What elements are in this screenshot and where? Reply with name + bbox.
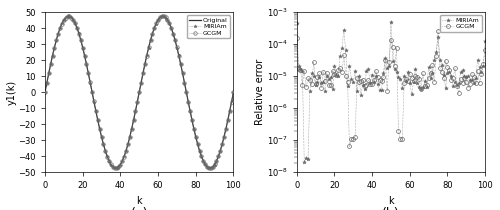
MIRIAm (388, 21, 394, 23)
Y-axis label: y1(k): y1(k) (7, 80, 17, 105)
MIRIAm (410, 80, 416, 83)
GCGM (482, 48, 488, 51)
MIRIAm (309, 72, 315, 74)
MIRIAm (208, 167, 214, 170)
MIRIAm (342, 49, 348, 52)
MIRIAm (55, 32, 61, 35)
Line: Original: Original (45, 16, 234, 168)
Text: (b): (b) (382, 207, 400, 210)
Original (187, 110, 193, 112)
GCGM (307, 78, 313, 81)
GCGM (408, 77, 414, 79)
Original (91, 100, 97, 103)
Original (132, 110, 138, 112)
MIRIAm (439, 63, 445, 66)
MIRIAm (430, 71, 436, 74)
Legend: Original, MIRIAm, GCGM: Original, MIRIAm, GCGM (187, 15, 230, 38)
MIRIAm (482, 40, 488, 42)
Original (178, 63, 184, 66)
GCGM (130, 119, 136, 121)
MIRIAm (89, 91, 95, 93)
Line: MIRIAm: MIRIAm (44, 14, 235, 170)
GCGM (55, 32, 61, 35)
Original (42, 91, 48, 93)
MIRIAm (160, 15, 166, 17)
GCGM (42, 91, 48, 93)
Y-axis label: Relative error: Relative error (255, 59, 265, 125)
Original (112, 167, 117, 169)
GCGM (346, 145, 352, 148)
GCGM (428, 72, 434, 74)
Original (64, 15, 70, 18)
GCGM (176, 54, 182, 57)
Line: GCGM: GCGM (44, 14, 235, 170)
Text: (a): (a) (130, 207, 148, 210)
GCGM (382, 59, 388, 62)
MIRIAm (294, 22, 300, 25)
GCGM (91, 100, 97, 103)
MIRIAm (382, 56, 388, 59)
MIRIAm (230, 91, 236, 93)
GCGM (439, 71, 445, 74)
GCGM (435, 30, 441, 32)
GCGM (341, 54, 347, 56)
Legend: MIRIAm, GCGM: MIRIAm, GCGM (440, 15, 482, 32)
X-axis label: k: k (388, 196, 394, 206)
MIRIAm (185, 100, 191, 103)
MIRIAm (176, 54, 182, 57)
GCGM (230, 91, 236, 93)
GCGM (157, 16, 163, 19)
MIRIAm (42, 91, 48, 93)
GCGM (64, 15, 70, 17)
MIRIAm (155, 18, 161, 21)
Original (159, 15, 165, 18)
Original (230, 91, 236, 93)
MIRIAm (302, 161, 308, 163)
GCGM (206, 167, 212, 169)
Line: MIRIAm: MIRIAm (295, 20, 487, 164)
GCGM (294, 37, 300, 39)
Line: GCGM: GCGM (295, 29, 487, 148)
MIRIAm (128, 128, 134, 130)
Original (55, 32, 61, 35)
X-axis label: k: k (136, 196, 142, 206)
GCGM (185, 101, 191, 103)
